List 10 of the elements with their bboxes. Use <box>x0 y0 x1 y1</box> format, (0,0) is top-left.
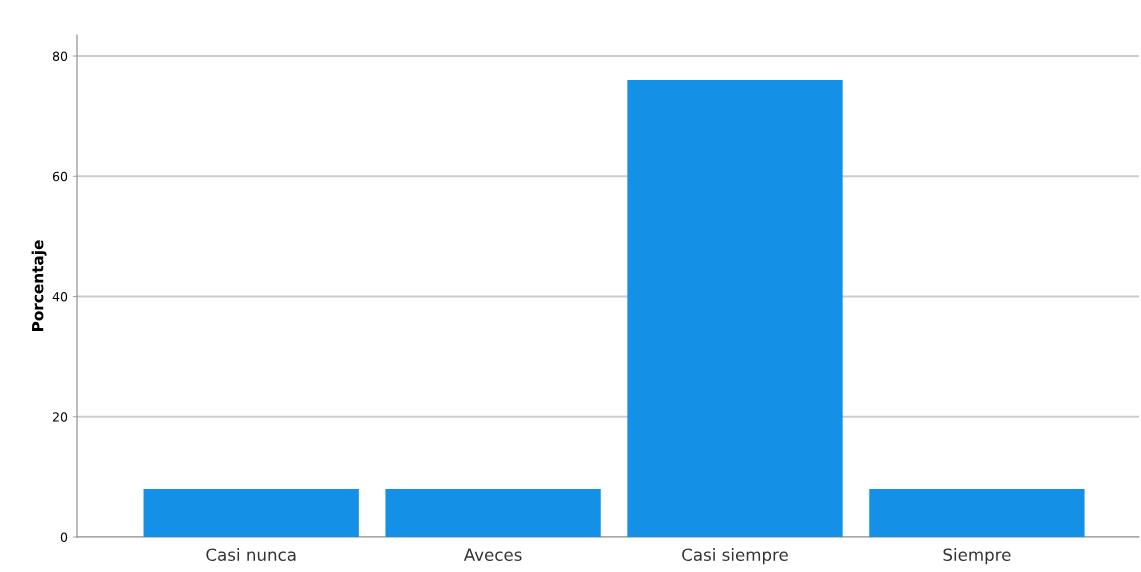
y-tick-label: 40 <box>52 291 68 302</box>
x-tick-label: Casi nunca <box>206 548 296 562</box>
y-tick-label: 20 <box>52 412 68 422</box>
y-axis-title: Porcentaje <box>31 240 47 331</box>
x-tick-label: Aveces <box>463 548 522 562</box>
x-tick-label: Casi siempre <box>682 548 788 565</box>
y-tick-label: 60 <box>52 171 68 182</box>
x-tick-label: Siempre <box>943 548 1011 565</box>
y-tick-label: 0 <box>60 532 68 542</box>
y-tick-label: 80 <box>52 51 68 61</box>
